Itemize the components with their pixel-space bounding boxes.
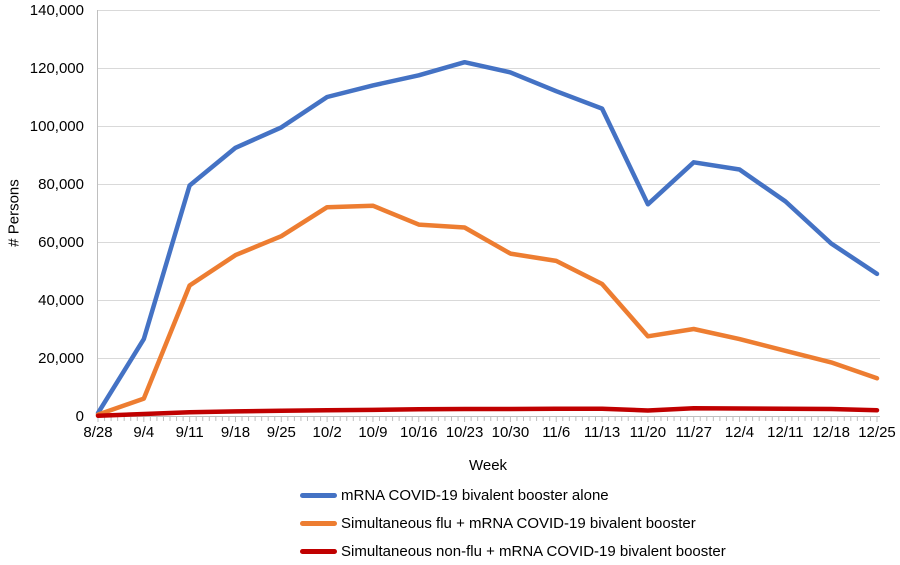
x-tick-label: 9/11 — [176, 424, 204, 441]
x-tick-label: 11/27 — [675, 424, 711, 441]
legend-item-simultaneous-non-flu: Simultaneous non-flu + mRNA COVID-19 biv… — [300, 537, 726, 565]
x-tick-label: 12/11 — [767, 424, 803, 441]
y-tick-label: 20,000 — [38, 350, 84, 367]
y-tick-label: 0 — [76, 408, 84, 425]
series-line-2 — [95, 405, 880, 418]
y-tick-label: 120,000 — [30, 60, 84, 77]
y-tick-label: 80,000 — [38, 176, 84, 193]
x-tick-label: 10/30 — [492, 424, 530, 441]
series-line-0 — [95, 59, 880, 416]
legend-label: mRNA COVID-19 bivalent booster alone — [341, 486, 609, 504]
legend-label: Simultaneous non-flu + mRNA COVID-19 biv… — [341, 542, 726, 560]
x-tick-label: 11/6 — [542, 424, 570, 441]
legend-swatch-orange-line-icon — [300, 520, 337, 526]
x-tick-label: 12/25 — [858, 424, 896, 441]
y-tick-label: 40,000 — [38, 292, 84, 309]
x-tick-label: 10/9 — [358, 424, 387, 441]
x-tick-label: 12/4 — [725, 424, 754, 441]
y-tick-label: 100,000 — [30, 118, 84, 135]
legend-item-booster-alone: mRNA COVID-19 bivalent booster alone — [300, 481, 726, 509]
x-tick-label: 9/18 — [221, 424, 250, 441]
y-tick-label: 140,000 — [30, 2, 84, 19]
legend-item-simultaneous-flu: Simultaneous flu + mRNA COVID-19 bivalen… — [300, 509, 726, 537]
x-tick-label: 11/20 — [630, 424, 666, 441]
x-tick-label: 9/25 — [267, 424, 296, 441]
legend: mRNA COVID-19 bivalent booster alone Sim… — [300, 481, 726, 565]
series-line-1 — [95, 203, 880, 417]
x-tick-label: 12/18 — [812, 424, 850, 441]
x-tick-label: 11/13 — [584, 424, 620, 441]
legend-swatch-blue-line-icon — [300, 492, 337, 498]
x-tick-label: 10/23 — [446, 424, 484, 441]
line-chart-plot: 0 20,000 40,000 60,000 80,000 100,000 120,000 1… — [30, 2, 896, 441]
x-tick-label: 9/4 — [133, 424, 154, 441]
legend-swatch-red-line-icon — [300, 548, 337, 554]
x-tick-label: 10/16 — [400, 424, 438, 441]
x-axis-title: Week — [468, 457, 508, 474]
x-tick-label: 10/2 — [313, 424, 342, 441]
x-tick-label: 8/28 — [83, 424, 112, 441]
legend-label: Simultaneous flu + mRNA COVID-19 bivalen… — [341, 514, 696, 532]
y-tick-label: 60,000 — [38, 234, 84, 251]
